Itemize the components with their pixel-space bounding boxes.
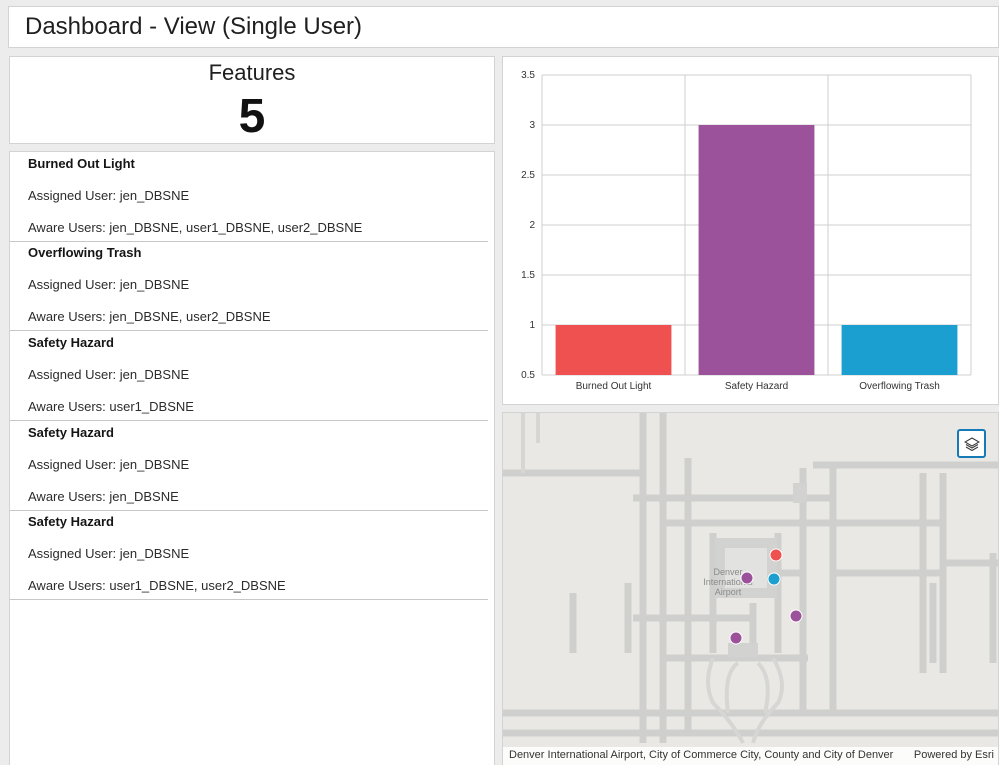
feature-list: Burned Out Light Assigned User: jen_DBSN… [9,151,495,765]
chart-y-tick-label: 1.5 [521,270,535,281]
page-title: Dashboard - View (Single User) [25,13,363,40]
list-item[interactable]: Safety Hazard Assigned User: jen_DBSNE A… [10,510,488,600]
chart-x-tick-label: Safety Hazard [725,381,788,392]
list-item-assigned-user: Assigned User: jen_DBSNE [28,546,190,561]
bar-chart: 3.5 3 2.5 2 1.5 1 0.5 Burned Out Light Safety Ha… [521,70,972,392]
point-safety-hazard[interactable] [729,631,743,645]
point-burned-out-light[interactable] [769,548,783,562]
list-item-assigned-user: Assigned User: jen_DBSNE [28,277,190,292]
layers-button[interactable] [957,429,986,458]
chart-x-tick-label: Burned Out Light [576,381,652,392]
list-item[interactable]: Overflowing Trash Assigned User: jen_DBS… [10,241,488,331]
map-feature-points [729,548,803,645]
attribution-text: Denver International Airport, City of Co… [509,749,894,761]
chart-y-tick-label: 2 [529,220,535,231]
map-place-label: Denver International Airport [698,567,758,597]
chart-y-tick-label: 1 [529,320,535,331]
list-item-aware-users: Aware Users: jen_DBSNE [28,489,179,504]
list-item-title: Safety Hazard [28,335,114,350]
dashboard-header: Dashboard - View (Single User) [8,6,999,48]
list-item-title: Burned Out Light [28,156,135,171]
map-panel[interactable]: Denver International Airport Denver Inte… [502,412,999,765]
chart-bar [841,325,958,375]
point-overflowing-trash[interactable] [767,572,781,586]
list-item-title: Overflowing Trash [28,245,142,260]
point-safety-hazard[interactable] [740,571,754,585]
list-item-aware-users: Aware Users: jen_DBSNE, user2_DBSNE [28,309,271,324]
chart-y-tick-label: 2.5 [521,170,535,181]
list-item[interactable]: Safety Hazard Assigned User: jen_DBSNE A… [10,331,488,421]
list-item-title: Safety Hazard [28,514,114,529]
chart-bar [698,125,815,375]
list-item-assigned-user: Assigned User: jen_DBSNE [28,188,190,203]
indicator-value: 5 [238,90,266,143]
map-place-label-line2: International [703,577,753,587]
layers-icon [963,436,980,451]
chart-x-tick-label: Overflowing Trash [859,381,940,392]
map-place-label-line3: Airport [714,587,742,597]
bar-chart-panel: 3.5 3 2.5 2 1.5 1 0.5 Burned Out Light Safety Ha… [502,56,999,405]
indicator-title: Features [208,60,296,85]
chart-y-tick-label: 3 [529,120,535,131]
list-item-assigned-user: Assigned User: jen_DBSNE [28,367,190,382]
map-attribution: Denver International Airport, City of Co… [503,747,998,765]
list-item[interactable]: Safety Hazard Assigned User: jen_DBSNE A… [10,421,488,511]
point-safety-hazard[interactable] [789,609,803,623]
map-basemap[interactable] [503,413,999,765]
chart-bar [555,325,672,375]
chart-y-tick-label: 0.5 [521,370,535,381]
list-item-title: Safety Hazard [28,425,114,440]
powered-by-esri[interactable]: Powered by Esri [913,749,994,761]
list-item-aware-users: Aware Users: user1_DBSNE, user2_DBSNE [28,578,286,593]
chart-y-tick-label: 3.5 [521,70,535,81]
features-indicator: Features 5 [9,56,495,144]
list-item-aware-users: Aware Users: jen_DBSNE, user1_DBSNE, use… [28,220,363,235]
list-item[interactable]: Burned Out Light Assigned User: jen_DBSN… [10,152,488,242]
list-item-assigned-user: Assigned User: jen_DBSNE [28,457,190,472]
list-item-aware-users: Aware Users: user1_DBSNE [28,399,194,414]
map-place-label-line1: Denver [713,567,743,577]
